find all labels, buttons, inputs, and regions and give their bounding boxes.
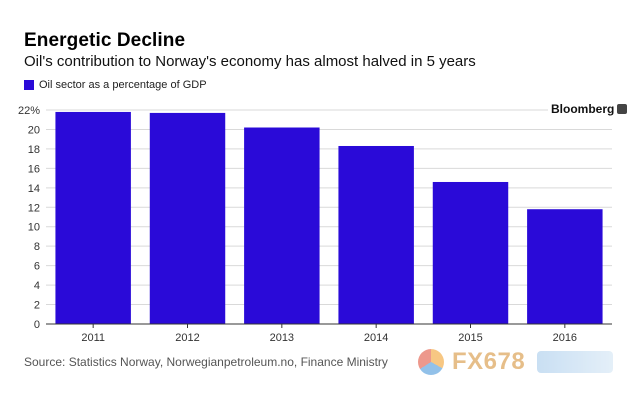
watermark-logo-icon <box>418 349 444 375</box>
y-tick-label: 4 <box>34 280 40 292</box>
bar <box>527 209 603 324</box>
watermark-text: FX678 <box>452 348 526 375</box>
chart-subtitle: Oil's contribution to Norway's economy h… <box>24 53 476 70</box>
x-tick-label: 2015 <box>458 332 482 344</box>
bloomberg-icon <box>617 104 628 114</box>
chart-title: Energetic Decline <box>24 30 186 51</box>
legend: Oil sector as a percentage of GDP <box>24 79 207 91</box>
x-tick-label: 2011 <box>81 332 105 344</box>
y-tick-label: 12 <box>28 202 40 214</box>
watermark: FX678 <box>418 348 614 376</box>
bar <box>338 145 414 324</box>
bar <box>55 111 131 324</box>
x-tick-label: 2013 <box>270 332 294 344</box>
y-tick-label: 20 <box>28 124 40 136</box>
y-tick-label: 22% <box>18 105 40 117</box>
y-tick-label: 6 <box>34 261 40 273</box>
y-tick-label: 2 <box>34 300 40 312</box>
bar <box>244 127 320 324</box>
x-tick-label: 2014 <box>364 332 388 344</box>
bar <box>149 112 226 324</box>
y-tick-label: 0 <box>34 319 40 331</box>
brand-text: Bloomberg <box>551 102 615 116</box>
y-tick-label: 8 <box>34 241 40 253</box>
y-tick-label: 18 <box>28 144 40 156</box>
bloomberg-logo: Bloomberg <box>548 101 631 117</box>
legend-swatch <box>24 80 34 90</box>
legend-label: Oil sector as a percentage of GDP <box>39 79 207 91</box>
y-tick-label: 10 <box>28 222 40 234</box>
y-tick-label: 16 <box>28 163 40 175</box>
bar <box>432 181 509 324</box>
source-note: Source: Statistics Norway, Norwegianpetr… <box>24 355 388 369</box>
watermark-banner-icon <box>537 351 614 373</box>
y-tick-label: 14 <box>28 183 40 195</box>
x-tick-label: 2016 <box>553 332 577 344</box>
x-tick-label: 2012 <box>175 332 199 344</box>
